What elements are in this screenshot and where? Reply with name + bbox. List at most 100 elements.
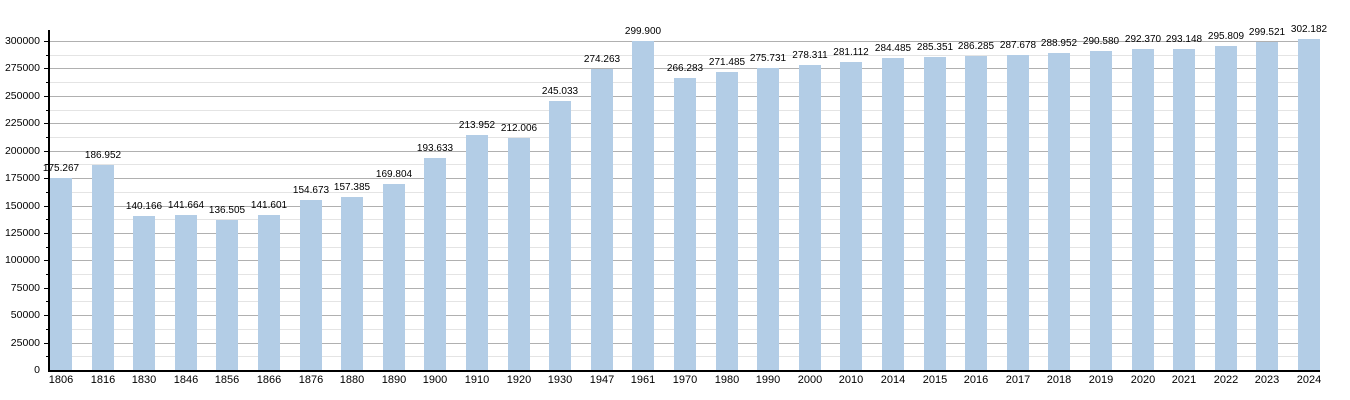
x-tick-label: 2015 bbox=[922, 374, 948, 386]
bar bbox=[549, 101, 571, 370]
x-tick-label: 1900 bbox=[422, 374, 448, 386]
bar-value-label: 141.601 bbox=[250, 200, 288, 211]
bar-value-label: 288.952 bbox=[1040, 38, 1078, 49]
x-axis-line bbox=[48, 370, 1320, 372]
x-tick-label: 2019 bbox=[1088, 374, 1114, 386]
bar-value-label: 292.370 bbox=[1124, 34, 1162, 45]
bar bbox=[1007, 55, 1029, 370]
bar bbox=[175, 215, 197, 370]
bar-value-label: 278.311 bbox=[792, 50, 828, 61]
x-tick-label: 1961 bbox=[630, 374, 656, 386]
bar bbox=[1256, 42, 1278, 370]
bar bbox=[965, 56, 987, 370]
y-tick-minor bbox=[46, 55, 49, 56]
x-tick-label: 1846 bbox=[173, 374, 199, 386]
bar bbox=[757, 68, 779, 370]
x-tick-label: 2023 bbox=[1254, 374, 1280, 386]
y-tick-label: 175000 bbox=[4, 172, 40, 184]
bar-value-label: 302.182 bbox=[1290, 24, 1328, 35]
y-gridline-major bbox=[49, 41, 1320, 42]
bar bbox=[632, 41, 654, 370]
bar-value-label: 169.804 bbox=[375, 169, 413, 180]
bar-value-label: 266.283 bbox=[666, 63, 704, 74]
x-tick-label: 1910 bbox=[464, 374, 490, 386]
bar bbox=[1048, 53, 1070, 370]
y-tick-major bbox=[44, 123, 49, 124]
bar bbox=[258, 215, 280, 370]
x-tick-label: 1806 bbox=[48, 374, 74, 386]
bar bbox=[383, 184, 405, 370]
x-tick-label: 1970 bbox=[672, 374, 698, 386]
bar-value-label: 271.485 bbox=[708, 57, 746, 68]
bar bbox=[924, 57, 946, 370]
y-tick-label: 300000 bbox=[4, 35, 40, 47]
y-tick-major bbox=[44, 288, 49, 289]
bar-value-label: 186.952 bbox=[84, 150, 122, 161]
y-tick-minor bbox=[46, 274, 49, 275]
y-tick-label: 225000 bbox=[4, 117, 40, 129]
x-tick-label: 2018 bbox=[1046, 374, 1072, 386]
bar bbox=[341, 197, 363, 370]
y-tick-label: 125000 bbox=[4, 227, 40, 239]
y-tick-major bbox=[44, 68, 49, 69]
bar-value-label: 140.166 bbox=[125, 201, 163, 212]
bar-value-label: 213.952 bbox=[458, 120, 496, 131]
y-gridline-major bbox=[49, 68, 1320, 69]
bar bbox=[133, 216, 155, 370]
x-tick-label: 1890 bbox=[381, 374, 407, 386]
y-tick-major bbox=[44, 151, 49, 152]
bar bbox=[840, 62, 862, 370]
bar-value-label: 287.678 bbox=[999, 40, 1037, 51]
y-tick-minor bbox=[46, 301, 49, 302]
y-tick-major bbox=[44, 96, 49, 97]
bar bbox=[508, 138, 530, 370]
x-tick-label: 2010 bbox=[838, 374, 864, 386]
bar-value-label: 281.112 bbox=[833, 47, 869, 58]
x-tick-label: 1876 bbox=[298, 374, 324, 386]
x-tick-label: 2022 bbox=[1213, 374, 1239, 386]
y-tick-major bbox=[44, 343, 49, 344]
x-tick-label: 1990 bbox=[755, 374, 781, 386]
x-tick-label: 2024 bbox=[1296, 374, 1322, 386]
y-tick-minor bbox=[46, 164, 49, 165]
y-tick-minor bbox=[46, 82, 49, 83]
y-tick-label: 150000 bbox=[4, 200, 40, 212]
y-tick-minor bbox=[46, 137, 49, 138]
bar bbox=[424, 158, 446, 370]
y-tick-major bbox=[44, 315, 49, 316]
bar bbox=[92, 165, 114, 370]
x-tick-label: 2014 bbox=[880, 374, 906, 386]
y-tick-label: 275000 bbox=[4, 62, 40, 74]
x-tick-label: 1830 bbox=[131, 374, 157, 386]
x-tick-label: 2021 bbox=[1171, 374, 1197, 386]
y-axis-line bbox=[48, 30, 50, 372]
bar-value-label: 299.521 bbox=[1248, 27, 1286, 38]
x-tick-label: 2020 bbox=[1130, 374, 1156, 386]
y-tick-label: 0 bbox=[34, 364, 40, 376]
bar bbox=[674, 78, 696, 370]
bar bbox=[1132, 49, 1154, 370]
y-tick-label: 200000 bbox=[4, 145, 40, 157]
bar-value-label: 285.351 bbox=[916, 42, 954, 53]
x-tick-label: 1980 bbox=[714, 374, 740, 386]
bar-value-label: 245.033 bbox=[541, 86, 579, 97]
bar-value-label: 299.900 bbox=[624, 26, 662, 37]
bar bbox=[216, 220, 238, 370]
x-tick-label: 1947 bbox=[589, 374, 615, 386]
bar bbox=[466, 135, 488, 370]
y-tick-label: 250000 bbox=[4, 90, 40, 102]
y-tick-minor bbox=[46, 110, 49, 111]
bar bbox=[300, 200, 322, 370]
y-tick-major bbox=[44, 178, 49, 179]
x-tick-label: 2016 bbox=[963, 374, 989, 386]
y-tick-minor bbox=[46, 356, 49, 357]
bar bbox=[1090, 51, 1112, 370]
bar-value-label: 293.148 bbox=[1165, 34, 1203, 45]
x-tick-label: 2000 bbox=[797, 374, 823, 386]
y-tick-major bbox=[44, 233, 49, 234]
y-tick-label: 75000 bbox=[10, 282, 40, 294]
bar-value-label: 295.809 bbox=[1207, 31, 1245, 42]
bar bbox=[1215, 46, 1237, 370]
y-tick-minor bbox=[46, 247, 49, 248]
